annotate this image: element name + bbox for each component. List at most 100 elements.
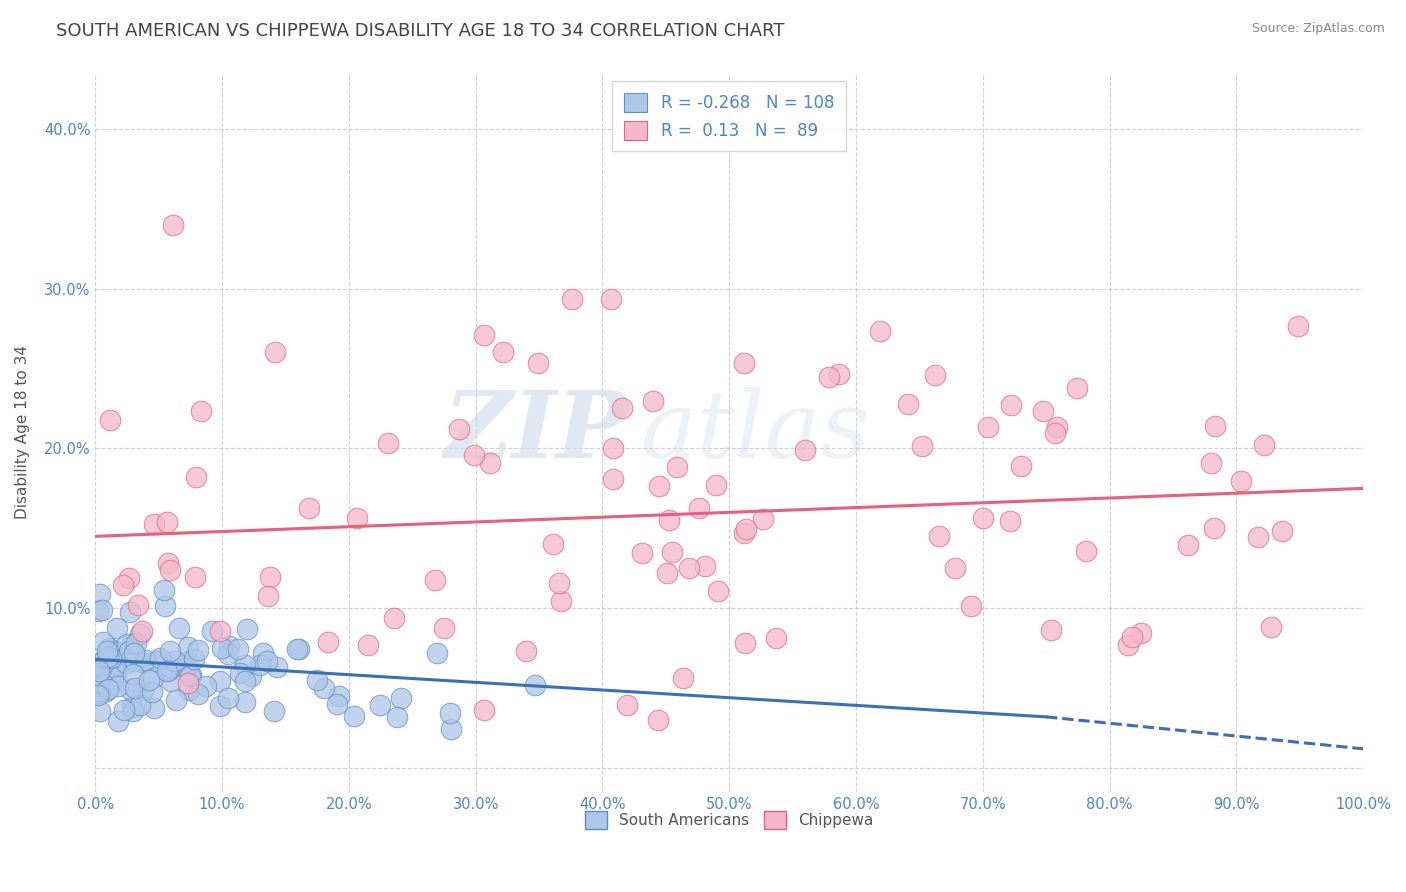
Point [543, 537, 565, 551]
Point [599, 292, 621, 306]
Point [91, 658, 114, 673]
Point [263, 704, 285, 718]
Point [734, 636, 756, 650]
Point [550, 594, 572, 608]
Point [163, 654, 186, 668]
Point [177, 640, 200, 654]
Point [87, 686, 110, 700]
Point [1260, 620, 1282, 634]
Point [89, 586, 111, 600]
Point [89, 704, 111, 718]
Point [146, 654, 169, 668]
Point [672, 671, 695, 685]
Text: atlas: atlas [641, 387, 870, 477]
Point [1076, 544, 1098, 558]
Point [87, 604, 110, 618]
Point [121, 637, 143, 651]
Point [426, 646, 449, 660]
Point [180, 668, 202, 682]
Point [149, 651, 172, 665]
Point [134, 653, 156, 667]
Point [209, 674, 232, 689]
Point [1046, 420, 1069, 434]
Point [96, 644, 118, 658]
Point [385, 710, 408, 724]
Point [479, 456, 502, 470]
Point [256, 589, 278, 603]
Point [1204, 419, 1226, 434]
Point [249, 657, 271, 672]
Point [439, 706, 461, 720]
Point [211, 641, 233, 656]
Point [120, 682, 142, 697]
Point [117, 637, 139, 651]
Point [266, 660, 288, 674]
Point [943, 560, 966, 574]
Point [177, 653, 200, 667]
Point [87, 688, 110, 702]
Point [217, 691, 239, 706]
Text: ZIP: ZIP [443, 387, 628, 477]
Point [87, 668, 110, 682]
Point [97, 641, 120, 656]
Point [346, 510, 368, 524]
Point [316, 634, 339, 648]
Point [972, 511, 994, 525]
Point [688, 501, 710, 516]
Point [124, 654, 146, 668]
Point [100, 651, 122, 665]
Point [208, 699, 231, 714]
Point [658, 513, 681, 527]
Point [141, 685, 163, 699]
Point [94, 684, 117, 698]
Point [377, 435, 399, 450]
Point [368, 698, 391, 712]
Point [107, 679, 129, 693]
Point [201, 624, 224, 639]
Point [108, 651, 131, 665]
Point [610, 401, 633, 415]
Point [828, 368, 851, 382]
Point [706, 478, 728, 492]
Text: Source: ZipAtlas.com: Source: ZipAtlas.com [1251, 22, 1385, 36]
Point [733, 526, 755, 541]
Point [312, 681, 335, 695]
Point [1271, 524, 1294, 538]
Point [114, 702, 136, 716]
Point [357, 638, 380, 652]
Point [285, 642, 308, 657]
Point [91, 635, 114, 649]
Point [97, 681, 120, 696]
Point [90, 655, 112, 669]
Point [1032, 404, 1054, 418]
Point [288, 642, 311, 657]
Point [165, 692, 187, 706]
Point [1177, 538, 1199, 552]
Point [209, 624, 232, 639]
Point [256, 654, 278, 668]
Point [793, 443, 815, 458]
Point [647, 713, 669, 727]
Point [194, 679, 217, 693]
Point [226, 641, 249, 656]
Point [235, 622, 257, 636]
Point [229, 665, 252, 680]
Point [252, 646, 274, 660]
Point [124, 681, 146, 696]
Point [153, 583, 176, 598]
Point [112, 578, 135, 592]
Y-axis label: Disability Age 18 to 34: Disability Age 18 to 34 [15, 345, 30, 519]
Point [187, 687, 209, 701]
Point [122, 704, 145, 718]
Point [1010, 458, 1032, 473]
Point [138, 673, 160, 688]
Point [643, 394, 665, 409]
Point [131, 624, 153, 638]
Point [423, 573, 446, 587]
Point [328, 689, 350, 703]
Point [235, 658, 257, 673]
Point [1204, 521, 1226, 535]
Point [1247, 529, 1270, 543]
Point [118, 644, 141, 658]
Point [547, 575, 569, 590]
